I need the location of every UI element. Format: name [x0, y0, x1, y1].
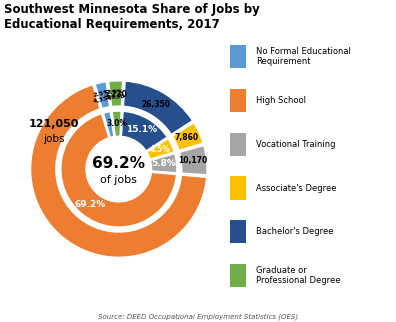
Wedge shape — [170, 122, 204, 151]
Bar — [230, 264, 246, 287]
Wedge shape — [30, 84, 207, 258]
Text: 4.5%: 4.5% — [149, 145, 170, 154]
Wedge shape — [95, 81, 110, 111]
Text: jobs: jobs — [43, 134, 65, 144]
Wedge shape — [146, 138, 175, 160]
Wedge shape — [112, 111, 122, 137]
Text: Vocational Training: Vocational Training — [256, 140, 336, 149]
Text: Southwest Minnesota Share of Jobs by
Educational Requirements, 2017: Southwest Minnesota Share of Jobs by Edu… — [4, 3, 260, 31]
Wedge shape — [103, 111, 114, 138]
Circle shape — [86, 137, 151, 202]
Text: 5.8%: 5.8% — [151, 159, 176, 168]
Wedge shape — [121, 111, 168, 151]
Wedge shape — [61, 113, 177, 227]
Wedge shape — [150, 153, 177, 173]
Text: Associate's Degree: Associate's Degree — [256, 184, 337, 193]
Text: No Formal Educational
Requirement: No Formal Educational Requirement — [256, 47, 351, 66]
Bar — [230, 45, 246, 68]
Bar — [230, 89, 246, 112]
Text: 2.5%
4,350: 2.5% 4,350 — [92, 89, 113, 104]
Bar — [230, 133, 246, 156]
Text: 5,230: 5,230 — [103, 90, 127, 99]
Text: 69.2%: 69.2% — [75, 200, 106, 209]
Wedge shape — [177, 145, 208, 175]
Text: 121,050: 121,050 — [29, 119, 79, 129]
Text: 15.1%: 15.1% — [126, 125, 157, 134]
Text: of jobs: of jobs — [100, 175, 137, 185]
Bar — [230, 220, 246, 243]
Text: Graduate or
Professional Degree: Graduate or Professional Degree — [256, 266, 341, 285]
Wedge shape — [123, 81, 193, 136]
Text: High School: High School — [256, 96, 306, 105]
Text: 3.0%
5,230: 3.0% 5,230 — [105, 89, 126, 100]
Text: 7,860: 7,860 — [174, 133, 198, 142]
Text: Source: DEED Occupational Employment Statistics (OES): Source: DEED Occupational Employment Sta… — [98, 314, 298, 320]
Text: 69.2%: 69.2% — [92, 156, 145, 171]
Text: 10,170: 10,170 — [178, 156, 208, 165]
Text: 26,350: 26,350 — [141, 100, 170, 109]
Wedge shape — [108, 80, 123, 109]
Text: 3.0%: 3.0% — [106, 119, 127, 128]
Bar — [230, 176, 246, 200]
Text: Bachelor's Degree: Bachelor's Degree — [256, 227, 334, 236]
